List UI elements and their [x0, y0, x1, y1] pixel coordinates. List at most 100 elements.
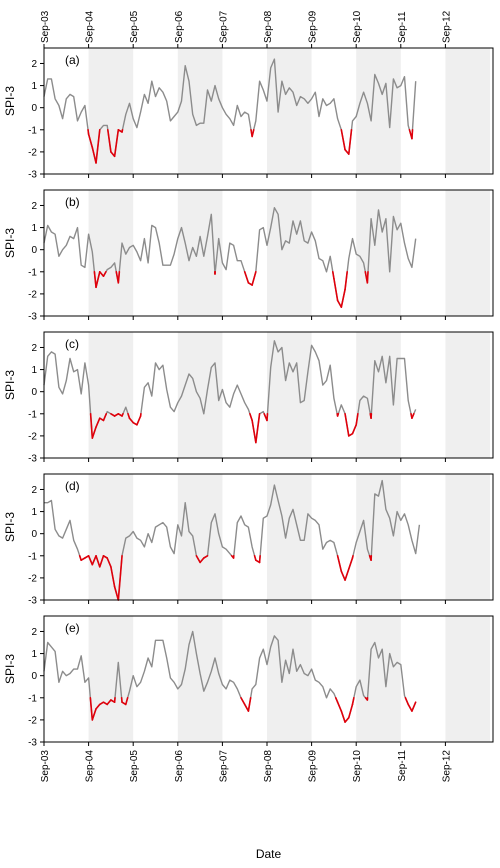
x-tick-label-top: Sep-08 — [263, 10, 274, 43]
x-axis-title: Date — [256, 847, 282, 861]
drought-segment — [260, 556, 261, 563]
drought-segment — [352, 425, 356, 434]
x-tick-label-top: Sep-04 — [85, 10, 96, 43]
y-tick-label: -3 — [28, 170, 37, 181]
year-shade-band — [267, 616, 312, 742]
x-tick-label-bottom: Sep-11 — [397, 750, 408, 782]
drought-segment — [345, 718, 349, 722]
x-tick-label-bottom: Sep-10 — [352, 750, 363, 783]
year-shade-band — [445, 190, 490, 316]
y-tick-label: -2 — [28, 147, 37, 158]
y-tick-label: 1 — [31, 365, 37, 376]
x-tick-label-top: Sep-05 — [129, 10, 140, 43]
y-tick-label: 0 — [31, 529, 37, 540]
x-tick-label-bottom: Sep-05 — [129, 750, 140, 783]
year-shade-band — [356, 48, 401, 174]
y-tick-label: 0 — [31, 671, 37, 682]
drought-segment — [405, 698, 408, 705]
drought-segment — [349, 558, 353, 569]
drought-segment — [256, 414, 260, 443]
x-tick-label-bottom: Sep-08 — [263, 750, 274, 783]
x-tick-label-top: Sep-10 — [352, 10, 363, 43]
y-tick-label: 2 — [31, 59, 37, 70]
year-shade-band — [445, 48, 490, 174]
x-tick-label-bottom: Sep-12 — [441, 750, 452, 783]
y-tick-label: -3 — [28, 738, 37, 749]
y-tick-label: -2 — [28, 573, 37, 584]
x-tick-label-bottom: Sep-09 — [308, 750, 319, 783]
y-tick-label: -3 — [28, 312, 37, 323]
panel-label: (a) — [65, 53, 80, 67]
drought-segment — [333, 272, 334, 279]
drought-segment — [341, 289, 345, 307]
drought-segment — [245, 272, 249, 283]
drought-segment — [367, 272, 368, 283]
year-shade-band — [445, 616, 490, 742]
y-axis-title: SPI-3 — [3, 654, 17, 684]
x-tick-label-bottom: Sep-03 — [40, 750, 51, 783]
x-tick-label-top: Sep-06 — [174, 10, 185, 43]
year-shade-band — [445, 332, 490, 458]
drought-segment — [345, 569, 349, 580]
y-tick-label: 1 — [31, 649, 37, 660]
y-tick-label: -1 — [28, 125, 37, 136]
panel-label: (d) — [65, 479, 80, 493]
drought-segment — [137, 416, 141, 425]
x-tick-label-top: Sep-03 — [40, 10, 51, 43]
y-tick-label: 2 — [31, 201, 37, 212]
year-shade-band — [356, 616, 401, 742]
drought-segment — [118, 272, 119, 283]
x-tick-label-top: Sep-09 — [308, 10, 319, 43]
year-shade-band — [89, 332, 134, 458]
y-tick-label: 1 — [31, 223, 37, 234]
drought-segment — [252, 272, 256, 285]
drought-segment — [252, 130, 254, 137]
drought-segment — [334, 278, 338, 300]
x-tick-label-bottom: Sep-04 — [85, 750, 96, 783]
y-tick-label: 2 — [31, 343, 37, 354]
drought-segment — [250, 414, 252, 421]
y-tick-label: 0 — [31, 245, 37, 256]
year-shade-band — [178, 474, 223, 600]
drought-segment — [241, 698, 245, 705]
year-shade-band — [89, 616, 134, 742]
year-shade-band — [178, 332, 223, 458]
drought-segment — [341, 711, 345, 722]
drought-segment — [252, 420, 256, 442]
drought-segment — [412, 702, 416, 711]
drought-segment — [338, 556, 342, 571]
drought-segment — [338, 414, 339, 416]
y-axis-title: SPI-3 — [3, 370, 17, 400]
year-shade-band — [178, 616, 223, 742]
drought-segment — [408, 704, 412, 711]
y-tick-label: 2 — [31, 485, 37, 496]
y-tick-label: -2 — [28, 715, 37, 726]
y-axis-title: SPI-3 — [3, 512, 17, 542]
y-tick-label: 1 — [31, 507, 37, 518]
drought-segment — [341, 130, 345, 150]
x-tick-label-top: Sep-12 — [441, 10, 452, 43]
year-shade-band — [267, 48, 312, 174]
drought-segment — [349, 130, 352, 154]
drought-segment — [352, 556, 353, 558]
y-axis-title: SPI-3 — [3, 86, 17, 116]
drought-segment — [352, 698, 353, 705]
x-tick-label-bottom: Sep-07 — [218, 750, 229, 783]
y-tick-label: -1 — [28, 693, 37, 704]
year-shade-band — [178, 190, 223, 316]
year-shade-band — [356, 190, 401, 316]
y-tick-label: -2 — [28, 431, 37, 442]
panel-label: (c) — [65, 337, 79, 351]
year-shade-band — [356, 474, 401, 600]
y-tick-label: -1 — [28, 267, 37, 278]
drought-segment — [412, 414, 414, 418]
drought-segment — [248, 698, 250, 711]
panel-label: (b) — [65, 195, 80, 209]
x-tick-label-bottom: Sep-06 — [174, 750, 185, 783]
drought-segment — [345, 272, 347, 290]
drought-segment — [122, 414, 123, 416]
y-tick-label: 2 — [31, 627, 37, 638]
year-shade-band — [445, 474, 490, 600]
